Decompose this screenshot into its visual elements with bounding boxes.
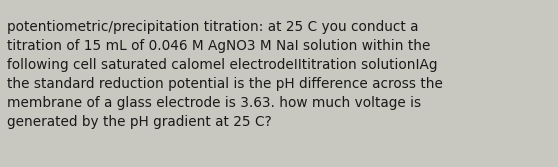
Text: potentiometric/precipitation titration: at 25 C you conduct a
titration of 15 mL: potentiometric/precipitation titration: … <box>7 20 443 129</box>
